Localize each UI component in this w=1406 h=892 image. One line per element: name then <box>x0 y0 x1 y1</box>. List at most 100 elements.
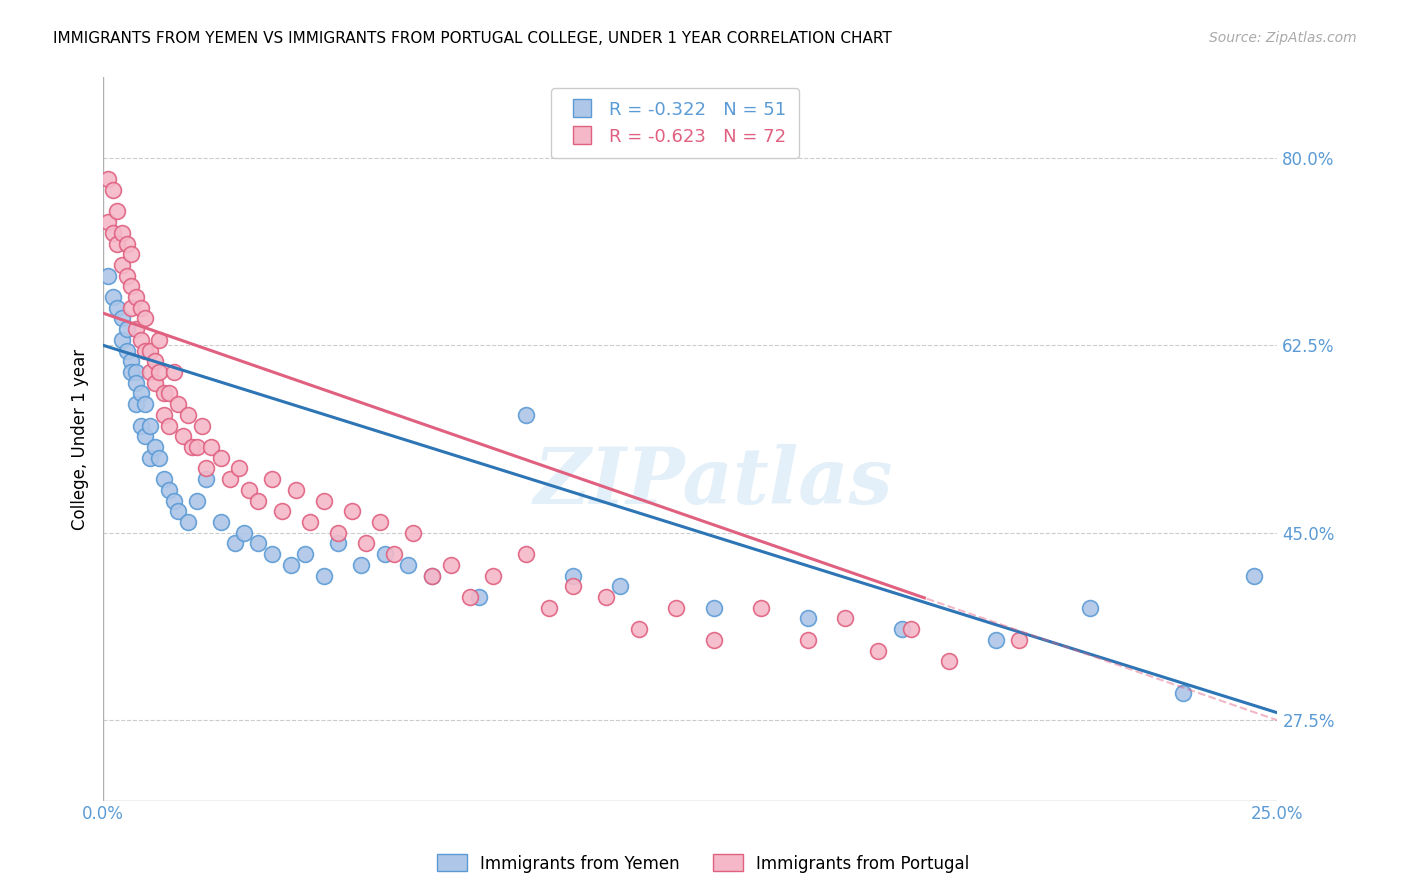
Point <box>238 483 260 497</box>
Point <box>228 461 250 475</box>
Point <box>186 440 208 454</box>
Point <box>900 622 922 636</box>
Point <box>139 418 162 433</box>
Point <box>186 493 208 508</box>
Point <box>402 525 425 540</box>
Point <box>368 515 391 529</box>
Point <box>219 472 242 486</box>
Point <box>172 429 194 443</box>
Point <box>890 622 912 636</box>
Point <box>111 333 134 347</box>
Point <box>120 354 142 368</box>
Point <box>665 600 688 615</box>
Point <box>101 226 124 240</box>
Point <box>209 450 232 465</box>
Point <box>609 579 631 593</box>
Point <box>125 322 148 336</box>
Point <box>458 590 481 604</box>
Point <box>134 311 156 326</box>
Point <box>627 622 650 636</box>
Point <box>703 632 725 647</box>
Point <box>326 536 349 550</box>
Point <box>247 493 270 508</box>
Point <box>284 483 307 497</box>
Point <box>129 418 152 433</box>
Point <box>111 258 134 272</box>
Point <box>420 568 443 582</box>
Point <box>167 504 190 518</box>
Point <box>1243 568 1265 582</box>
Point <box>298 515 321 529</box>
Point <box>515 547 537 561</box>
Point <box>280 558 302 572</box>
Point <box>101 290 124 304</box>
Point <box>153 408 176 422</box>
Text: Source: ZipAtlas.com: Source: ZipAtlas.com <box>1209 31 1357 45</box>
Point <box>191 418 214 433</box>
Point <box>354 536 377 550</box>
Point <box>209 515 232 529</box>
Point <box>374 547 396 561</box>
Legend: Immigrants from Yemen, Immigrants from Portugal: Immigrants from Yemen, Immigrants from P… <box>430 847 976 880</box>
Point <box>440 558 463 572</box>
Point <box>468 590 491 604</box>
Point <box>938 654 960 668</box>
Point <box>125 365 148 379</box>
Point <box>115 268 138 283</box>
Point <box>105 236 128 251</box>
Point <box>120 279 142 293</box>
Point <box>224 536 246 550</box>
Point <box>1008 632 1031 647</box>
Point <box>105 301 128 315</box>
Text: ZIPatlas: ZIPatlas <box>534 444 893 521</box>
Y-axis label: College, Under 1 year: College, Under 1 year <box>72 349 89 530</box>
Point <box>312 493 335 508</box>
Point <box>157 483 180 497</box>
Point <box>195 472 218 486</box>
Point <box>262 547 284 561</box>
Point <box>125 290 148 304</box>
Point <box>129 333 152 347</box>
Point <box>1173 686 1195 700</box>
Point <box>143 440 166 454</box>
Point <box>181 440 204 454</box>
Point <box>420 568 443 582</box>
Point <box>340 504 363 518</box>
Legend: R = -0.322   N = 51, R = -0.623   N = 72: R = -0.322 N = 51, R = -0.623 N = 72 <box>551 88 799 158</box>
Point <box>101 183 124 197</box>
Point <box>176 515 198 529</box>
Point <box>396 558 419 572</box>
Point <box>139 343 162 358</box>
Point <box>143 376 166 390</box>
Point <box>157 418 180 433</box>
Point <box>115 322 138 336</box>
Point <box>796 632 818 647</box>
Point <box>97 172 120 186</box>
Point <box>796 611 818 625</box>
Point <box>129 386 152 401</box>
Point <box>148 333 170 347</box>
Point <box>134 343 156 358</box>
Point <box>167 397 190 411</box>
Point <box>294 547 316 561</box>
Point <box>153 472 176 486</box>
Point <box>176 408 198 422</box>
Point <box>129 301 152 315</box>
Point <box>120 247 142 261</box>
Point <box>97 268 120 283</box>
Point <box>105 204 128 219</box>
Point <box>200 440 222 454</box>
Point <box>561 568 583 582</box>
Point <box>538 600 561 615</box>
Point <box>120 365 142 379</box>
Point <box>834 611 856 625</box>
Point <box>233 525 256 540</box>
Point <box>382 547 405 561</box>
Point <box>515 408 537 422</box>
Point <box>148 365 170 379</box>
Point <box>115 343 138 358</box>
Point <box>1078 600 1101 615</box>
Point <box>703 600 725 615</box>
Point <box>595 590 617 604</box>
Point <box>326 525 349 540</box>
